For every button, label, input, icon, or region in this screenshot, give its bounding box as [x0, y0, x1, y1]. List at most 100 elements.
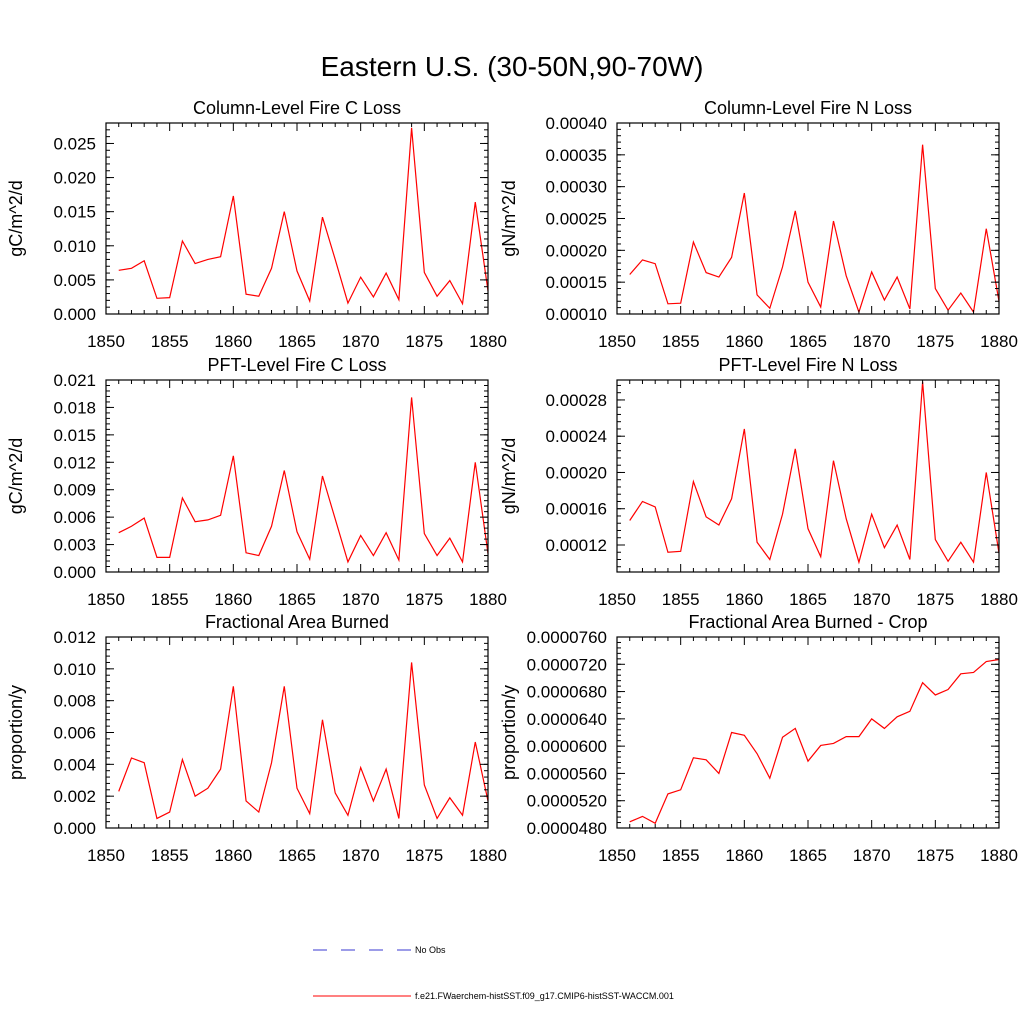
y-tick-label: 0.021: [53, 371, 96, 390]
x-tick-label: 1855: [151, 590, 189, 609]
series-line: [118, 397, 489, 564]
y-axis-label: proportion/y: [6, 685, 26, 780]
y-tick-label: 0.000: [53, 305, 96, 324]
y-tick-label: 0.00012: [546, 536, 607, 555]
y-tick-label: 0.00016: [546, 500, 607, 519]
x-tick-label: 1850: [598, 590, 636, 609]
y-tick-label: 0.00020: [546, 241, 607, 260]
x-tick-label: 1875: [405, 590, 443, 609]
y-tick-label: 0.006: [53, 508, 96, 527]
y-tick-label: 0.00015: [546, 273, 607, 292]
y-tick-label: 0.00020: [546, 463, 607, 482]
y-tick-label: 0.00028: [546, 391, 607, 410]
x-tick-label: 1870: [342, 846, 380, 865]
plot-frame: [616, 636, 1000, 829]
y-tick-label: 0.0000480: [527, 819, 607, 838]
plot-frame: [616, 379, 1000, 573]
y-axis-label: gC/m^2/d: [6, 180, 26, 256]
x-tick-label: 1880: [469, 590, 507, 609]
series-line: [629, 381, 1000, 565]
x-tick-label: 1860: [214, 590, 252, 609]
y-tick-label: 0.008: [53, 692, 96, 711]
x-tick-label: 1855: [662, 332, 700, 351]
x-tick-label: 1865: [278, 332, 316, 351]
y-tick-label: 0.006: [53, 724, 96, 743]
panel-6: 1850 1855 1860 1865 1870 1875 1880 0.0000480 0.0…: [499, 612, 1018, 865]
y-axis-label: gC/m^2/d: [6, 438, 26, 514]
panels: 1850 1855 1860 1865 1870 1875 1880 0.000 0.005 0.…: [6, 98, 1018, 865]
y-tick-label: 0.002: [53, 787, 96, 806]
y-tick-label: 0.012: [53, 628, 96, 647]
y-tick-label: 0.0000760: [527, 628, 607, 647]
y-tick-label: 0.00030: [546, 178, 607, 197]
x-tick-label: 1865: [789, 590, 827, 609]
y-tick-label: 0.00040: [546, 114, 607, 133]
y-tick-label: 0.004: [53, 755, 96, 774]
panel-title: Fractional Area Burned - Crop: [688, 612, 927, 632]
x-tick-label: 1870: [853, 846, 891, 865]
x-tick-label: 1850: [87, 590, 125, 609]
x-tick-label: 1855: [151, 332, 189, 351]
x-tick-label: 1865: [789, 846, 827, 865]
y-tick-label: 0.00035: [546, 146, 607, 165]
x-tick-label: 1855: [662, 590, 700, 609]
panel-2: 1850 1855 1860 1865 1870 1875 1880 0.00010 0.000…: [499, 98, 1018, 351]
figure-title: Eastern U.S. (30-50N,90-70W): [321, 51, 704, 82]
panel-title: Column-Level Fire C Loss: [193, 98, 401, 118]
x-tick-label: 1870: [853, 332, 891, 351]
y-axis-label: proportion/y: [499, 685, 519, 780]
x-tick-label: 1865: [278, 846, 316, 865]
x-tick-label: 1875: [405, 332, 443, 351]
x-tick-label: 1850: [598, 846, 636, 865]
panel-title: PFT-Level Fire C Loss: [207, 355, 386, 375]
y-tick-label: 0.012: [53, 453, 96, 472]
series-line: [118, 662, 489, 820]
x-tick-label: 1855: [662, 846, 700, 865]
x-tick-label: 1865: [789, 332, 827, 351]
x-tick-label: 1875: [916, 846, 954, 865]
x-tick-label: 1875: [916, 590, 954, 609]
x-tick-label: 1850: [87, 846, 125, 865]
series-line: [118, 127, 489, 306]
y-tick-label: 0.00025: [546, 210, 607, 229]
x-tick-label: 1880: [980, 332, 1018, 351]
panel-title: Fractional Area Burned: [205, 612, 389, 632]
y-tick-label: 0.00010: [546, 305, 607, 324]
legend: No Obs f.e21.FWaerchem-histSST.f09_g17.CM…: [313, 945, 674, 1001]
x-tick-label: 1850: [598, 332, 636, 351]
legend-label: f.e21.FWaerchem-histSST.f09_g17.CMIP6-hi…: [415, 991, 674, 1001]
series-line: [629, 658, 1000, 825]
plot-frame: [105, 636, 489, 829]
x-tick-label: 1875: [916, 332, 954, 351]
x-tick-label: 1850: [87, 332, 125, 351]
y-tick-label: 0.020: [53, 169, 96, 188]
series-line: [629, 144, 1000, 314]
panel-title: Column-Level Fire N Loss: [704, 98, 912, 118]
x-tick-label: 1860: [214, 846, 252, 865]
panel-5: 1850 1855 1860 1865 1870 1875 1880 0.000 0.002 0.…: [6, 612, 507, 865]
x-tick-label: 1875: [405, 846, 443, 865]
x-tick-label: 1860: [725, 332, 763, 351]
y-tick-label: 0.003: [53, 536, 96, 555]
y-tick-label: 0.0000560: [527, 764, 607, 783]
y-tick-label: 0.010: [53, 660, 96, 679]
y-tick-label: 0.0000600: [527, 737, 607, 756]
panel-1: 1850 1855 1860 1865 1870 1875 1880 0.000 0.005 0.…: [6, 98, 507, 351]
y-tick-label: 0.010: [53, 237, 96, 256]
y-tick-label: 0.015: [53, 426, 96, 445]
x-tick-label: 1855: [151, 846, 189, 865]
panel-title: PFT-Level Fire N Loss: [718, 355, 897, 375]
plot-frame: [105, 379, 489, 573]
y-axis-label: gN/m^2/d: [499, 180, 519, 256]
y-tick-label: 0.0000520: [527, 792, 607, 811]
y-tick-label: 0.00024: [546, 427, 607, 446]
y-tick-label: 0.015: [53, 203, 96, 222]
y-tick-label: 0.0000720: [527, 655, 607, 674]
x-tick-label: 1865: [278, 590, 316, 609]
y-tick-label: 0.000: [53, 563, 96, 582]
y-tick-label: 0.005: [53, 271, 96, 290]
x-tick-label: 1870: [853, 590, 891, 609]
x-tick-label: 1860: [725, 590, 763, 609]
x-tick-label: 1860: [725, 846, 763, 865]
y-tick-label: 0.009: [53, 481, 96, 500]
